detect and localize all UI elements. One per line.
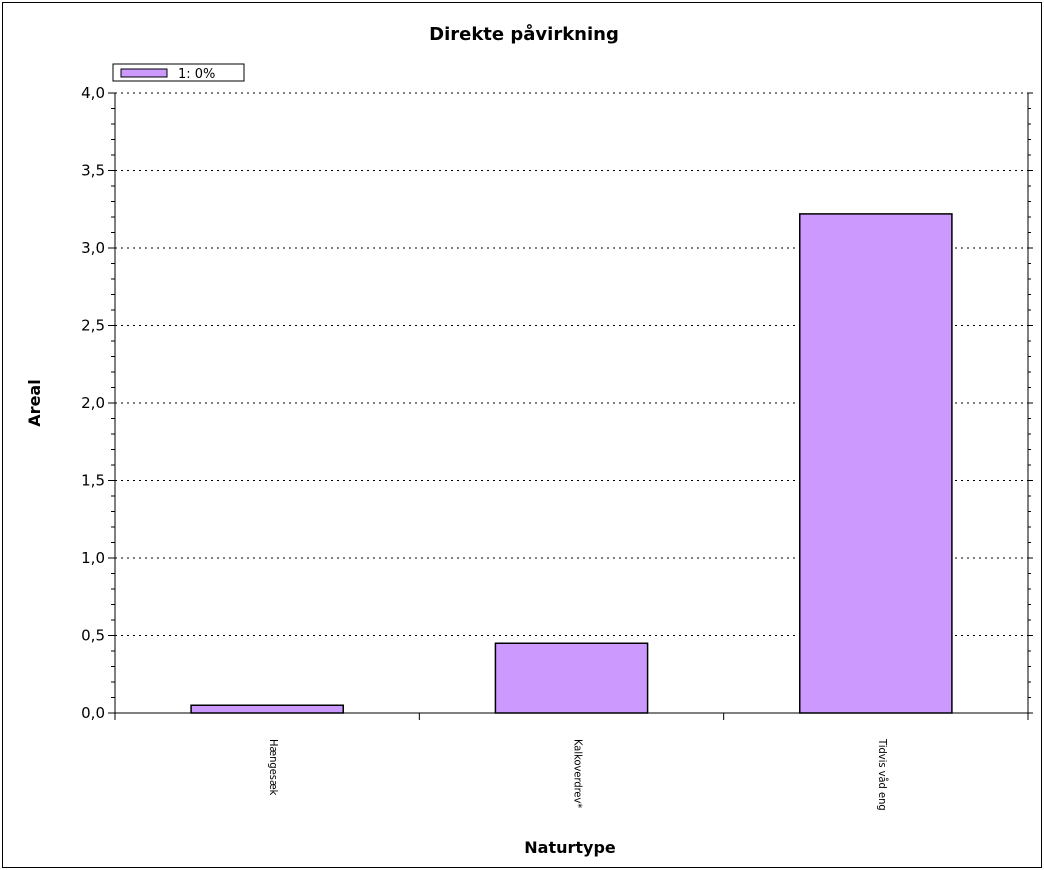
bars <box>190 213 953 714</box>
y-axis-label: Areal <box>25 379 44 426</box>
y-tick-label: 2,5 <box>81 317 105 335</box>
y-tick-label: 2,0 <box>81 394 105 412</box>
legend: 1: 0% <box>112 63 245 82</box>
x-category-label: Tidvis våd eng <box>876 738 889 811</box>
bar <box>799 213 953 714</box>
axes <box>108 92 1033 720</box>
bar <box>190 704 344 714</box>
legend-label: 1: 0% <box>178 67 215 82</box>
legend-swatch <box>120 68 168 78</box>
bar <box>494 642 649 714</box>
y-tick-label: 0,0 <box>81 704 105 722</box>
y-tick-label: 0,5 <box>81 627 105 645</box>
y-tick-label: 1,5 <box>81 472 105 490</box>
x-category-label: Kalkoverdrev* <box>572 739 585 808</box>
y-tick-label: 4,0 <box>81 84 105 102</box>
chart-title: Direkte påvirkning <box>429 23 619 45</box>
x-category-labels: Hængesæk Kalkoverdrev* Tidvis våd eng <box>267 738 889 811</box>
x-axis-label: Naturtype <box>524 838 616 857</box>
y-tick-label: 1,0 <box>81 549 105 567</box>
x-category-label: Hængesæk <box>267 739 280 796</box>
y-tick-label: 3,5 <box>81 162 105 180</box>
y-tick-labels: 0,0 0,5 1,0 1,5 2,0 2,5 3,0 3,5 4,0 <box>81 84 105 722</box>
y-tick-label: 3,0 <box>81 239 105 257</box>
